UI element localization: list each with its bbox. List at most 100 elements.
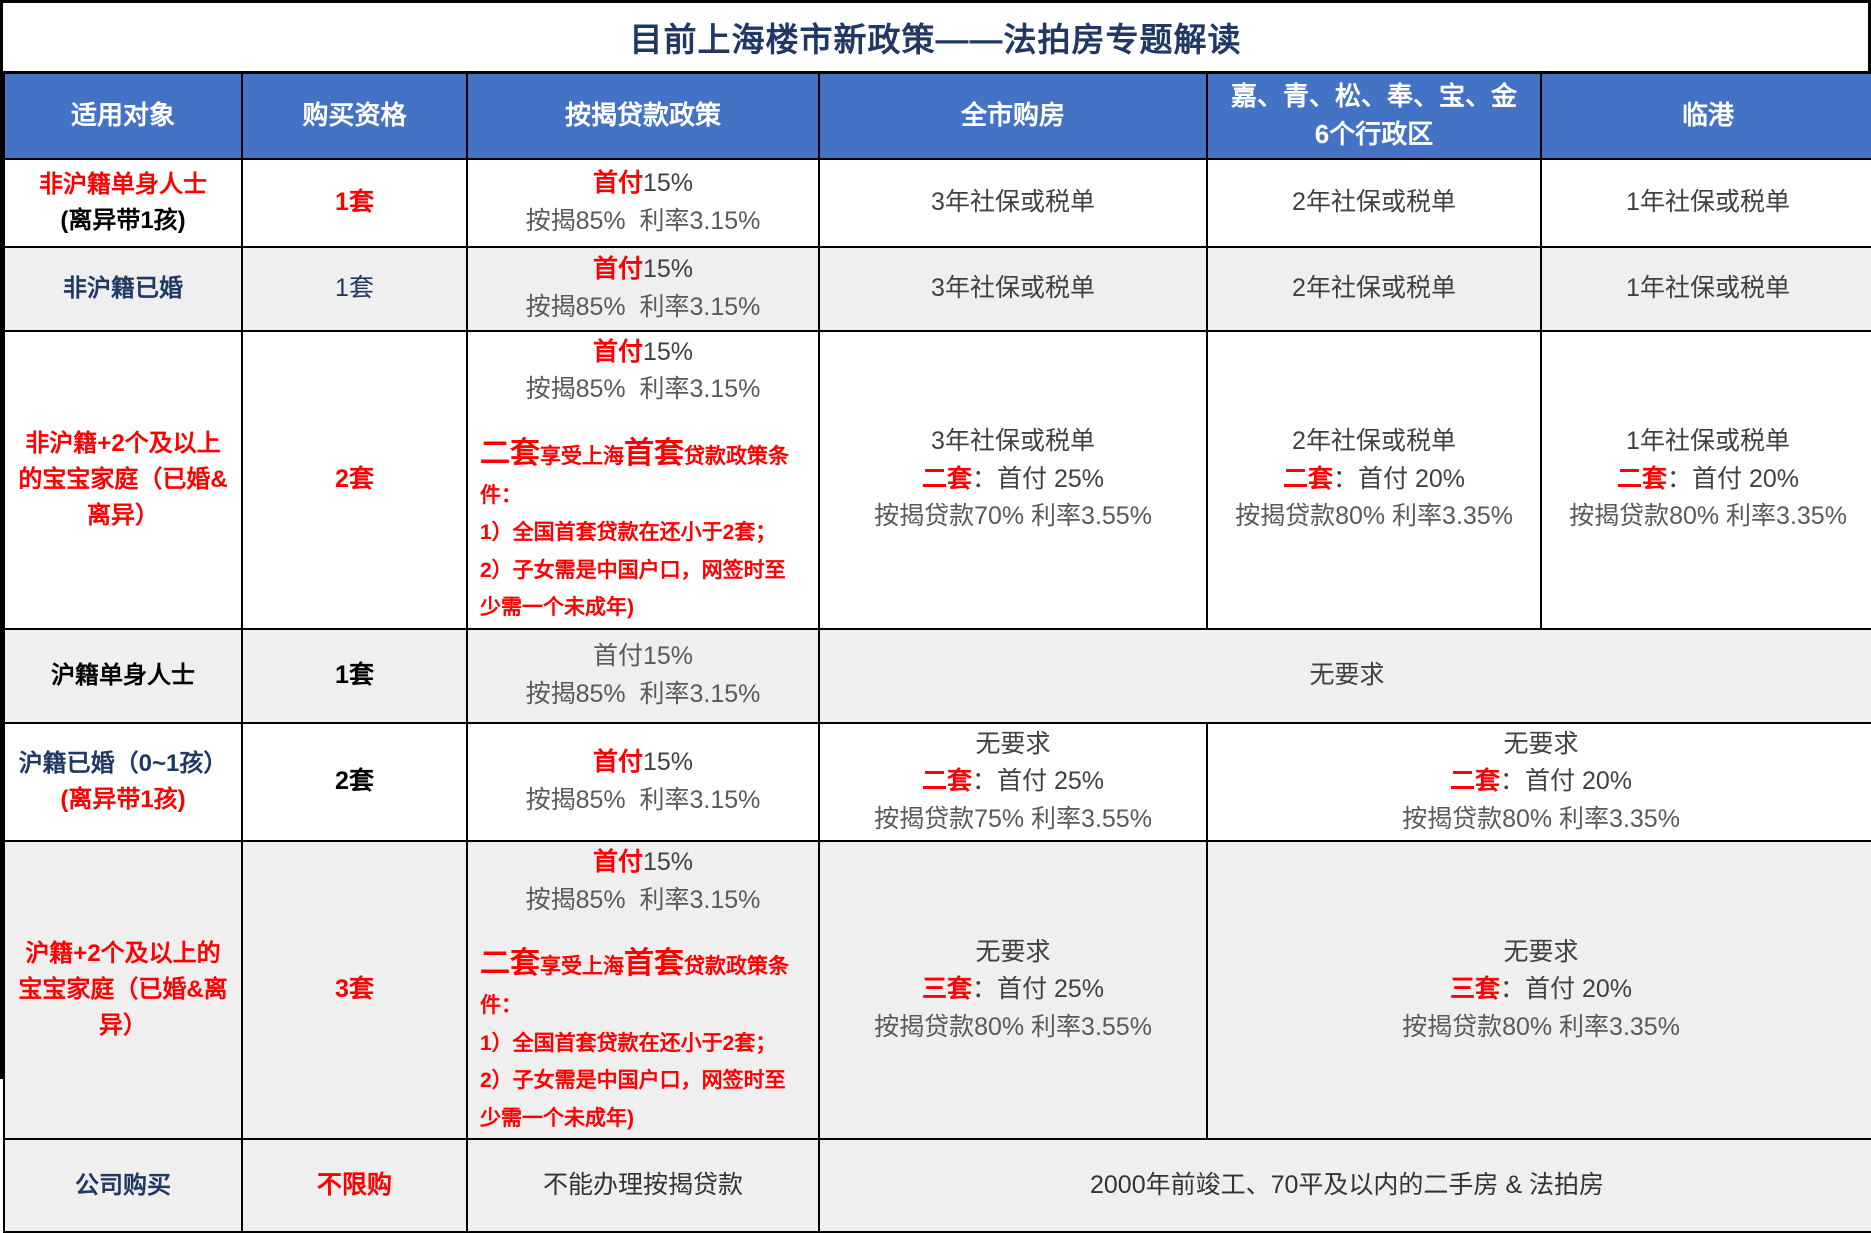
text-segment: 按揭85% 利率3.15% bbox=[525, 292, 761, 321]
text-segment: 15% bbox=[642, 748, 694, 777]
header-label: 适用对象 bbox=[70, 99, 175, 130]
cell-line: 宝宝家庭（已婚&离 bbox=[7, 972, 239, 1008]
cell-line: 异） bbox=[7, 1008, 239, 1044]
text-segment: 2年社保或税单 bbox=[1292, 427, 1456, 456]
text-segment: 15% bbox=[642, 848, 694, 876]
col-header-applicable-target: 适用对象 bbox=[3, 71, 243, 160]
text-segment: 非沪籍已婚 bbox=[63, 274, 183, 302]
text-segment: 二套 bbox=[922, 464, 973, 493]
cell-non-hu-two-kids-family-col4: 2年社保或税单二套：首付 20% 按揭贷款80% 利率3.35% bbox=[1206, 329, 1542, 630]
text-segment: 无要求 bbox=[1503, 729, 1579, 758]
cell-line: 沪籍+2个及以上的 bbox=[7, 936, 239, 972]
cell-non-hu-single-col4: 2年社保或税单 bbox=[1206, 157, 1542, 248]
text-segment: 2套 bbox=[335, 464, 374, 493]
cell-non-hu-single-col5: 1年社保或税单 bbox=[1540, 157, 1871, 248]
text-segment: 无要求 bbox=[975, 729, 1051, 758]
text-segment: 2000年前竣工、70平及以内的二手房 & 法拍房 bbox=[1090, 1170, 1604, 1199]
cell-line: 1年社保或税单 bbox=[1544, 423, 1871, 461]
text-segment: 首付15% bbox=[592, 642, 694, 670]
cell-hu-two-kids-family-col3: 无要求 三套：首付 25% 按揭贷款80% 利率3.55% bbox=[818, 840, 1208, 1140]
text-segment: 首付 bbox=[592, 748, 643, 777]
page-title: 目前上海楼市新政策——法拍房专题解读 bbox=[629, 21, 1242, 58]
row-non-hu-single: 非沪籍单身人士 (离异带1孩) 1套 首付15% 按揭85% 利率3.15% 3年社保或税… bbox=[3, 157, 1871, 248]
cell-line: 沪籍已婚（0~1孩） bbox=[7, 746, 239, 782]
cell-line: 2000年前竣工、70平及以内的二手房 & 法拍房 bbox=[822, 1167, 1871, 1205]
text-segment: 首付 bbox=[592, 169, 643, 197]
text-segment: 2套 bbox=[335, 767, 374, 795]
text-segment: 按揭85% 利率3.15% bbox=[525, 375, 761, 403]
cell-line: 3年社保或税单 bbox=[822, 270, 1204, 308]
header-label: 购买资格 bbox=[302, 99, 407, 130]
cell-non-hu-two-kids-family-col1: 2套 bbox=[241, 329, 468, 630]
cell-line: 二套：首付 20% bbox=[1210, 461, 1538, 499]
cell-line: 按揭贷款80% 利率3.55% bbox=[822, 1009, 1204, 1047]
text-segment: 按揭贷款80% 利率3.35% bbox=[1235, 502, 1513, 531]
policy-table: 适用对象 购买资格 按揭贷款政策 全市购房 嘉、青、松、奉、宝、金 6个行政区 临港 非沪籍… bbox=[3, 71, 1871, 1233]
text-segment: 沪籍+2个及以上的 bbox=[25, 940, 221, 967]
text-segment: 无要求 bbox=[1503, 937, 1579, 966]
cell-non-hu-single-col2: 首付15% 按揭85% 利率3.15% bbox=[466, 157, 820, 248]
cell-line: 首付15% bbox=[470, 638, 816, 676]
row-non-hu-two-kids-family: 非沪籍+2个及以上 的宝宝家庭（已婚& 离异） 2套 首付15% 按揭85% 利率3.15… bbox=[3, 329, 1871, 630]
text-segment: 按揭贷款80% 利率3.35% bbox=[1402, 1012, 1680, 1041]
text-segment: 享受上海 bbox=[540, 444, 624, 468]
text-segment: 首付 bbox=[592, 255, 643, 283]
text-segment: 3套 bbox=[335, 975, 374, 1004]
text-segment: 贷款政策条件： bbox=[480, 955, 789, 1017]
text-segment: 无要求 bbox=[1309, 660, 1385, 689]
cell-line: 无要求 bbox=[822, 934, 1204, 972]
cell-hu-single-col3: 无要求 bbox=[818, 627, 1871, 724]
cell-non-hu-married-col5: 1年社保或税单 bbox=[1540, 245, 1871, 332]
text-segment: 公司购买 bbox=[75, 1171, 171, 1199]
cell-line: 首付15% bbox=[470, 334, 816, 372]
cell-non-hu-married-col2: 首付15% 按揭85% 利率3.15% bbox=[466, 245, 820, 332]
text-segment: 二套 bbox=[480, 947, 540, 980]
text-segment: 首付 bbox=[592, 848, 643, 876]
col-header-citywide-purchase: 全市购房 bbox=[818, 71, 1208, 160]
text-segment: 按揭85% 利率3.15% bbox=[525, 679, 761, 708]
text-segment: 沪籍单身人士 bbox=[51, 661, 195, 689]
cell-line: 首付15% bbox=[470, 744, 816, 782]
cell-hu-married-col0: 沪籍已婚（0~1孩） (离异带1孩) bbox=[3, 721, 243, 842]
cell-line: 按揭贷款80% 利率3.35% bbox=[1544, 498, 1871, 536]
text-segment: (离异带1孩) bbox=[60, 785, 186, 813]
text-segment: 二套 bbox=[1283, 464, 1334, 493]
text-segment: 首套 bbox=[624, 436, 684, 470]
cell-line: 1套 bbox=[245, 270, 464, 308]
cell-line: 二套：首付 20% bbox=[1544, 461, 1871, 499]
text-segment: ：首付 25% bbox=[972, 975, 1104, 1004]
header-label: 临港 bbox=[1681, 99, 1734, 130]
cell-line: (离异带1孩) bbox=[7, 203, 239, 239]
cell-non-hu-married-col3: 3年社保或税单 bbox=[818, 245, 1208, 332]
cell-line: 按揭85% 利率3.15% bbox=[470, 371, 816, 409]
row-non-hu-married: 非沪籍已婚 1套 首付15% 按揭85% 利率3.15% 3年社保或税单 2年社保或税单 1… bbox=[3, 245, 1871, 332]
cell-line: 二套：首付 25% bbox=[822, 763, 1204, 801]
cell-line: 无要求 bbox=[822, 726, 1204, 764]
cell-line: 2年社保或税单 bbox=[1210, 270, 1538, 308]
cell-line: 首付15% bbox=[470, 165, 816, 203]
text-segment: 按揭贷款80% 利率3.55% bbox=[874, 1012, 1152, 1041]
text-segment: 2）子女需是中国户口，网签时至少需一个未成年) bbox=[480, 558, 786, 620]
text-segment: (离异带1孩) bbox=[60, 206, 186, 234]
text-segment: 二套 bbox=[480, 436, 540, 470]
text-segment: 宝宝家庭（已婚&离 bbox=[18, 976, 228, 1003]
cell-line: 按揭85% 利率3.15% bbox=[470, 676, 816, 714]
row-hu-married: 沪籍已婚（0~1孩） (离异带1孩) 2套 首付15% 按揭85% 利率3.15% 无要求… bbox=[3, 721, 1871, 842]
cell-line: 按揭贷款80% 利率3.35% bbox=[1210, 801, 1871, 839]
text-segment: 二套 bbox=[1617, 464, 1668, 493]
text-segment: 2）子女需是中国户口，网签时至少需一个未成年) bbox=[480, 1069, 786, 1130]
text-segment: 1年社保或税单 bbox=[1626, 187, 1790, 216]
cell-non-hu-two-kids-family-col5: 1年社保或税单 二套：首付 20% 按揭贷款80% 利率3.35% bbox=[1540, 329, 1871, 630]
cell-line: 离异） bbox=[7, 498, 239, 534]
row-hu-two-kids-family: 沪籍+2个及以上的 宝宝家庭（已婚&离 异） 3套 首付15% 按揭85% 利率3.15%… bbox=[3, 840, 1871, 1140]
cell-line: 1）全国首套贷款在还小于2套； bbox=[470, 1024, 816, 1062]
text-segment: ：首付 20% bbox=[1500, 975, 1632, 1004]
header-label: 6个行政区 bbox=[1314, 118, 1434, 149]
header-row: 适用对象 购买资格 按揭贷款政策 全市购房 嘉、青、松、奉、宝、金 6个行政区 临港 bbox=[3, 71, 1871, 160]
text-segment: 不能办理按揭贷款 bbox=[542, 1170, 743, 1199]
header-label: 嘉、青、松、奉、宝、金 bbox=[1230, 81, 1517, 112]
cell-hu-single-col1: 1套 bbox=[241, 627, 468, 724]
cell-line: 1套 bbox=[245, 184, 464, 222]
cell-hu-married-col3: 无要求 二套：首付 25% 按揭贷款75% 利率3.55% bbox=[818, 721, 1208, 842]
cell-company-purchase-col1: 不限购 bbox=[241, 1138, 468, 1233]
